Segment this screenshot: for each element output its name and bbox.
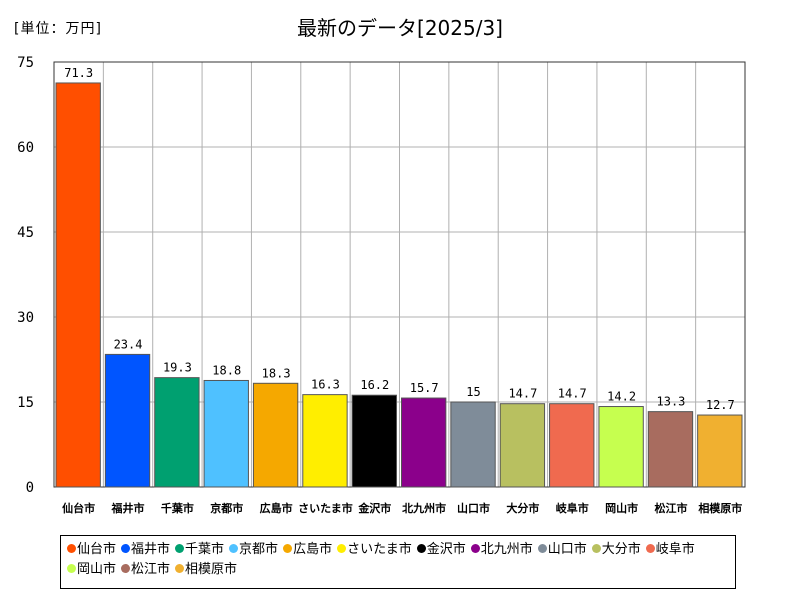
chart-title: 最新のデータ[2025/3] <box>297 16 503 40</box>
bar <box>499 403 546 488</box>
x-tick-label: 金沢市 <box>357 501 391 515</box>
legend-label: 岡山市 <box>77 562 117 577</box>
legend-label: 金沢市 <box>426 542 466 557</box>
x-tick-label: 岐阜市 <box>556 501 589 515</box>
data-label: 13.3 <box>657 395 686 409</box>
data-label: 15 <box>466 385 480 399</box>
x-tick-label: 岡山市 <box>605 501 638 515</box>
legend-item: 京都市 <box>229 540 278 560</box>
x-tick-label: 相模原市 <box>698 501 742 515</box>
legend-item: 広島市 <box>283 540 332 560</box>
legend-item: 福井市 <box>121 540 170 560</box>
data-label: 23.4 <box>114 337 143 351</box>
legend-marker <box>470 544 480 553</box>
legend-label: 北九州市 <box>480 542 533 557</box>
x-tick-label: 北九州市 <box>402 501 446 515</box>
legend-item: 山口市 <box>537 540 587 560</box>
legend-marker <box>645 544 655 553</box>
bar <box>450 401 496 488</box>
x-tick-label: 福井市 <box>111 501 145 515</box>
y-tick-label: 15 <box>17 395 34 411</box>
y-tick-label: 0 <box>26 480 34 496</box>
bar <box>401 397 447 488</box>
legend-marker <box>537 544 547 553</box>
bar <box>252 382 299 488</box>
legend-marker <box>416 544 426 553</box>
legend-item: 大分市 <box>591 540 641 560</box>
x-tick-label: 広島市 <box>260 501 293 515</box>
bar <box>154 377 200 488</box>
legend-item: 金沢市 <box>416 540 466 560</box>
data-label: 14.7 <box>558 387 587 401</box>
legend-label: 相模原市 <box>185 562 238 577</box>
unit-label: [単位：万円] <box>14 21 102 37</box>
legend-label: さいたま市 <box>347 542 412 557</box>
data-label: 16.2 <box>360 378 389 392</box>
legend: 仙台市 福井市 千葉市 京都市 広島市 さいたま市 金沢市 北九州市 山口市 大分市 岐阜市岡山市松… <box>60 535 736 589</box>
legend-label: 京都市 <box>239 542 279 557</box>
legend-item: 千葉市 <box>175 540 224 560</box>
x-tick-label: 大分市 <box>506 501 539 515</box>
legend-item: 北九州市 <box>470 540 533 560</box>
legend-item: 松江市 <box>121 560 170 580</box>
legend-item: 岐阜市 <box>645 540 695 560</box>
data-label: 71.3 <box>64 66 93 80</box>
bar <box>203 379 249 488</box>
legend-marker <box>283 544 293 553</box>
plot-area <box>53 61 746 488</box>
legend-label: 大分市 <box>601 542 641 557</box>
bar <box>104 353 151 488</box>
legend-item: さいたま市 <box>337 540 412 560</box>
bar <box>647 411 694 488</box>
x-tick-label: 松江市 <box>654 501 687 515</box>
x-tick-label: 山口市 <box>457 501 490 515</box>
data-label: 18.8 <box>212 363 241 377</box>
legend-marker <box>175 564 185 573</box>
data-label: 14.7 <box>508 387 537 401</box>
x-tick-label: 仙台市 <box>62 501 95 515</box>
legend-item: 相模原市 <box>175 560 237 580</box>
legend-marker <box>591 544 601 553</box>
legend-marker <box>67 564 76 573</box>
legend-marker <box>67 544 76 553</box>
y-tick-label: 60 <box>17 140 34 156</box>
bar <box>549 403 595 488</box>
data-label: 12.7 <box>706 398 735 412</box>
y-tick-label: 45 <box>17 225 34 241</box>
x-tick-label: 京都市 <box>210 501 243 515</box>
bar <box>55 82 101 488</box>
bar <box>697 414 743 488</box>
legend-label: 仙台市 <box>77 542 117 557</box>
data-label: 18.3 <box>262 366 291 380</box>
data-label: 16.3 <box>311 378 340 392</box>
legend-item: 仙台市 <box>67 540 116 560</box>
bar <box>302 394 348 488</box>
legend-label: 広島市 <box>293 542 333 557</box>
legend-marker <box>121 544 131 553</box>
data-label: 15.7 <box>410 381 439 395</box>
bar-chart: 0 15 30 45 60 75 71.3 仙台市 23.4 福井市 19.3 千葉市 18.8 京都市 1… <box>17 55 746 515</box>
x-tick-label: 千葉市 <box>161 501 194 515</box>
data-label: 14.2 <box>607 390 636 404</box>
legend-label: 松江市 <box>131 562 171 577</box>
legend-label: 山口市 <box>547 542 587 557</box>
legend-marker <box>229 544 239 553</box>
bar <box>598 406 644 488</box>
legend-marker <box>175 544 185 553</box>
legend-label: 千葉市 <box>185 542 225 557</box>
legend-marker <box>337 544 347 553</box>
legend-item: 岡山市 <box>67 560 116 580</box>
x-tick-label: さいたま市 <box>298 501 353 515</box>
data-label: 19.3 <box>163 361 192 375</box>
y-tick-label: 75 <box>17 55 34 71</box>
y-tick-label: 30 <box>17 310 34 326</box>
legend-label: 福井市 <box>131 542 171 557</box>
legend-label: 岐阜市 <box>655 542 695 557</box>
legend-marker <box>121 564 131 573</box>
bar <box>351 394 397 488</box>
